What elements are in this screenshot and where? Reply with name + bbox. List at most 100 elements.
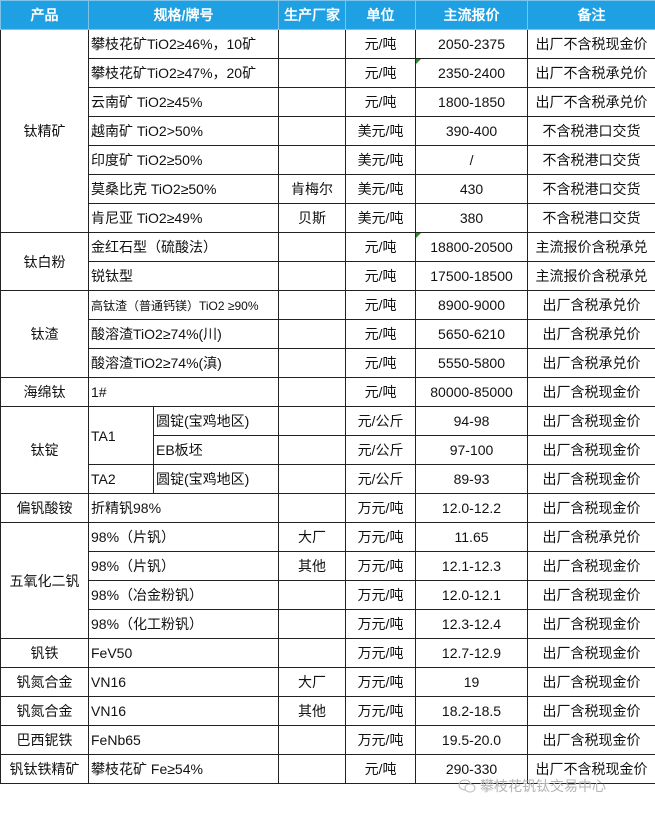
cell-remark: 出厂含税现金价 <box>527 493 655 523</box>
cell-unit: 元/公斤 <box>345 464 417 494</box>
table-row: 锐钛型 元/吨 17500-18500 主流报价含税承兑 <box>1 261 655 291</box>
cell-unit: 美元/吨 <box>345 203 417 233</box>
table-row: TA2 圆锭(宝鸡地区) 元/公斤 89-93 出厂含税现金价 <box>1 464 655 494</box>
cell-product: 偏钒酸铵 <box>0 493 89 523</box>
cell-price: 5550-5800 <box>415 348 529 378</box>
cell-manufacturer: 大厂 <box>278 667 347 697</box>
cell-manufacturer <box>278 725 347 755</box>
cell-price: 12.3-12.4 <box>415 609 529 639</box>
cell-spec: 98%（片钒） <box>87 522 280 552</box>
cell-remark: 出厂含税承兑价 <box>527 522 655 552</box>
cell-manufacturer <box>278 377 347 407</box>
table-row: 98%（冶金粉钒） 万元/吨 12.0-12.1 出厂含税现金价 <box>1 580 655 610</box>
cell-spec: TA1 <box>88 406 154 465</box>
cell-spec: FeV50 <box>87 638 280 668</box>
cell-unit: 美元/吨 <box>345 116 417 146</box>
cell-unit: 元/吨 <box>345 87 417 117</box>
table-row: 钛精矿 攀枝花矿TiO2≥46%，10矿 元/吨 2050-2375 出厂不含税现金价 <box>0 29 655 233</box>
cell-manufacturer: 贝斯 <box>278 203 347 233</box>
header-price: 主流报价 <box>415 0 529 30</box>
cell-unit: 万元/吨 <box>345 551 417 581</box>
cell-spec: 印度矿 TiO2≥50% <box>87 145 280 175</box>
cell-manufacturer <box>278 116 347 146</box>
table-row: 钛白粉 金红石型（硫酸法） 元/吨 18800-20500 主流报价含税承兑 <box>0 232 655 291</box>
cell-product: 五氧化二钒 <box>0 522 89 639</box>
watermark-text: 攀枝花钒钛交易中心 <box>480 778 606 794</box>
cell-unit: 万元/吨 <box>345 667 417 697</box>
cell-unit: 万元/吨 <box>345 725 417 755</box>
cell-spec: TA2 <box>88 464 154 494</box>
cell-price: 390-400 <box>415 116 529 146</box>
header-remark: 备注 <box>527 0 655 30</box>
cell-unit: 元/吨 <box>345 58 417 88</box>
cell-remark: 出厂含税现金价 <box>527 464 655 494</box>
table-row: 钛渣 高钛渣（普通钙镁）TiO2 ≥90% 元/吨 8900-9000 出厂含税承兑价 <box>0 290 655 378</box>
cell-product: 钛白粉 <box>0 232 89 291</box>
cell-spec: 金红石型（硫酸法） <box>87 232 280 262</box>
cell-spec: 锐钛型 <box>87 261 280 291</box>
cell-price: 97-100 <box>415 435 529 465</box>
cell-manufacturer <box>278 754 347 784</box>
cell-price: 18800-20500 <box>415 232 529 262</box>
cell-remark: 出厂含税承兑价 <box>527 348 655 378</box>
table-row: 酸溶渣TiO2≥74%(滇) 元/吨 5550-5800 出厂含税承兑价 <box>1 348 655 378</box>
cell-remark: 出厂不含税承兑价 <box>527 58 655 88</box>
cell-manufacturer <box>278 29 347 59</box>
cell-unit: 万元/吨 <box>345 522 417 552</box>
cell-remark: 不含税港口交货 <box>527 203 655 233</box>
watermark: 攀枝花钒钛交易中心 <box>458 776 606 796</box>
cell-unit: 元/吨 <box>345 377 417 407</box>
cell-price: 12.7-12.9 <box>415 638 529 668</box>
cell-spec: 攀枝花矿 Fe≥54% <box>87 754 280 784</box>
cell-remark: 出厂含税现金价 <box>527 406 655 436</box>
cell-remark: 出厂含税现金价 <box>527 696 655 726</box>
table-row: 酸溶渣TiO2≥74%(川) 元/吨 5650-6210 出厂含税承兑价 <box>1 319 655 349</box>
cell-unit: 元/吨 <box>345 261 417 291</box>
cell-price: 11.65 <box>415 522 529 552</box>
table-row: 攀枝花矿TiO2≥47%，20矿 元/吨 2350-2400 出厂不含税承兑价 <box>1 58 655 88</box>
cell-remark: 出厂含税现金价 <box>527 580 655 610</box>
cell-unit: 元/吨 <box>345 29 417 59</box>
cell-spec: 越南矿 TiO2>50% <box>87 116 280 146</box>
table-row: 巴西铌铁 FeNb65 万元/吨 19.5-20.0 出厂含税现金价 <box>0 725 655 755</box>
cell-spec: 云南矿 TiO2≥45% <box>87 87 280 117</box>
table-row: 肯尼亚 TiO2≥49% 贝斯 美元/吨 380 不含税港口交货 <box>1 203 655 233</box>
cell-manufacturer <box>278 58 347 88</box>
cell-manufacturer <box>278 435 347 465</box>
cell-unit: 万元/吨 <box>345 609 417 639</box>
cell-price: 290-330 <box>415 754 529 784</box>
cell-spec: 莫桑比克 TiO2≥50% <box>87 174 280 204</box>
cell-spec: 1# <box>87 377 280 407</box>
table-row: 越南矿 TiO2>50% 美元/吨 390-400 不含税港口交货 <box>1 116 655 146</box>
cell-manufacturer <box>278 87 347 117</box>
cell-spec: 折精钒98% <box>87 493 280 523</box>
table-row: 98%（化工粉钒） 万元/吨 12.3-12.4 出厂含税现金价 <box>1 609 655 639</box>
cell-manufacturer <box>278 493 347 523</box>
header-manufacturer: 生产厂家 <box>278 0 347 30</box>
cell-product: 海绵钛 <box>0 377 89 407</box>
cell-unit: 万元/吨 <box>345 696 417 726</box>
cell-remark: 出厂含税承兑价 <box>527 319 655 349</box>
cell-spec: 肯尼亚 TiO2≥49% <box>87 203 280 233</box>
cell-remark: 出厂不含税承兑价 <box>527 87 655 117</box>
cell-spec: 98%（冶金粉钒） <box>87 580 280 610</box>
cell-unit: 元/吨 <box>345 319 417 349</box>
cell-product: 钛精矿 <box>0 29 89 233</box>
cell-price: 12.1-12.3 <box>415 551 529 581</box>
cell-unit: 美元/吨 <box>345 145 417 175</box>
cell-product: 巴西铌铁 <box>0 725 89 755</box>
cell-price: 2350-2400 <box>415 58 529 88</box>
cell-price: 5650-6210 <box>415 319 529 349</box>
cell-remark: 出厂含税现金价 <box>527 609 655 639</box>
cell-price: / <box>415 145 529 175</box>
cell-remark: 出厂含税现金价 <box>527 667 655 697</box>
cell-manufacturer <box>278 638 347 668</box>
cell-spec: 圆锭(宝鸡地区) <box>152 406 280 436</box>
cell-manufacturer <box>278 232 347 262</box>
cell-price: 380 <box>415 203 529 233</box>
cell-manufacturer <box>278 406 347 436</box>
cell-manufacturer: 其他 <box>278 551 347 581</box>
cell-unit: 元/吨 <box>345 348 417 378</box>
table-row: 云南矿 TiO2≥45% 元/吨 1800-1850 出厂不含税承兑价 <box>1 87 655 117</box>
cell-manufacturer <box>278 348 347 378</box>
